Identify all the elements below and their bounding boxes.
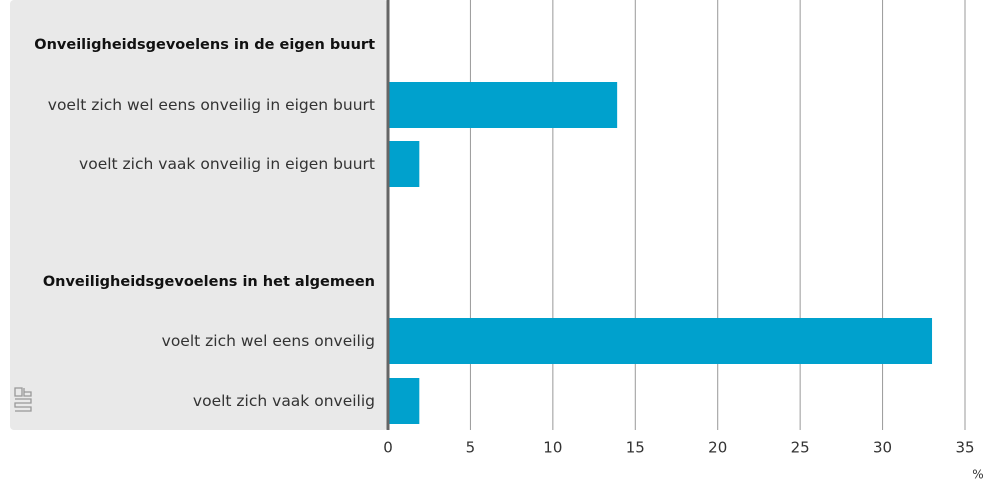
y-tick-label: voelt zich wel eens onveilig xyxy=(161,332,375,350)
group-label: Onveiligheidsgevoelens in de eigen buurt xyxy=(34,37,375,53)
y-tick-label: voelt zich vaak onveilig xyxy=(192,392,375,410)
bar xyxy=(388,318,933,364)
x-tick-label: 0 xyxy=(383,439,393,457)
group-label: Onveiligheidsgevoelens in het algemeen xyxy=(42,274,375,290)
x-tick-label: 25 xyxy=(791,439,810,457)
label-panel xyxy=(10,0,388,430)
x-tick-label: 15 xyxy=(626,439,645,457)
x-unit: % xyxy=(972,468,983,482)
x-tick-label: 20 xyxy=(708,439,727,457)
logo xyxy=(14,387,32,412)
x-tick-label: 5 xyxy=(466,439,476,457)
bar xyxy=(388,378,420,424)
y-tick-label: voelt zich vaak onveilig in eigen buurt xyxy=(79,155,375,173)
x-tick-label: 35 xyxy=(955,439,974,457)
x-tick-label: 30 xyxy=(873,439,892,457)
bar xyxy=(388,82,618,128)
bar xyxy=(388,141,420,187)
y-tick-label: voelt zich wel eens onveilig in eigen bu… xyxy=(47,96,375,114)
x-tick-label: 10 xyxy=(543,439,562,457)
